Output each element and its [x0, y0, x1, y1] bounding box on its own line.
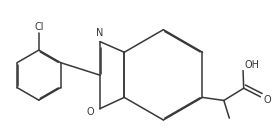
Text: O: O — [87, 107, 94, 117]
Text: Cl: Cl — [34, 22, 44, 32]
Text: O: O — [263, 95, 271, 105]
Text: N: N — [96, 28, 104, 38]
Text: OH: OH — [245, 60, 260, 70]
